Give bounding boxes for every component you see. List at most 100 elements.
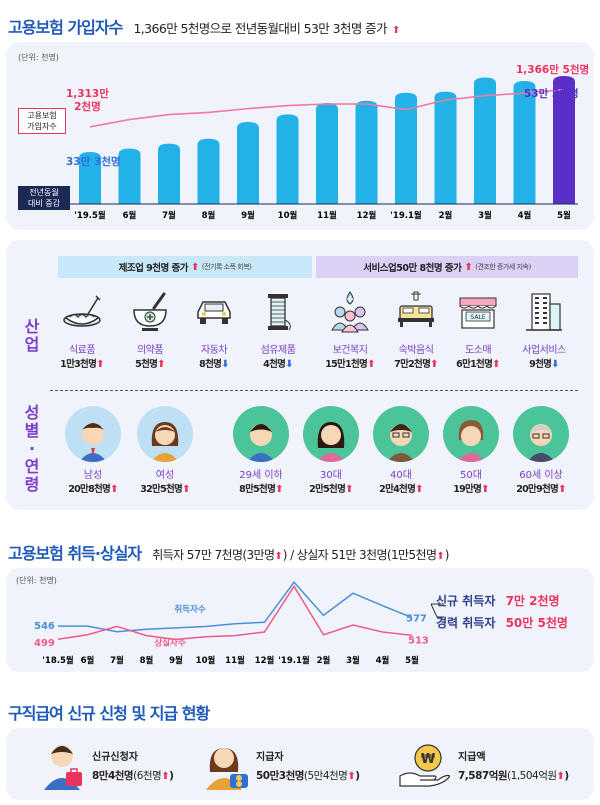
loss-series-label: 상실자수 [154,638,185,649]
demog-value-text: 20만8천명 [68,484,111,495]
amount-value-text: 7,587억원 [458,770,508,782]
sale-sign-text: SALE [470,314,485,321]
industry-value: 5천명⬆ [118,356,182,370]
acq-series-label: 취득자수 [174,604,205,615]
woman-50s-avatar-icon [443,406,499,462]
section2-subtitle-b: ) / 상실자 51만 3천명(1만5천명 [282,548,437,562]
x-tick-label: 2월 [439,210,453,221]
yoy-bar [276,114,299,204]
up-arrow-icon: ⬆ [191,261,199,273]
amount-value: 7,587억원(1,504억원⬆) [458,768,569,783]
industry-name: 식료품 [68,345,96,356]
industry-item-health: 보건복지 15만1천명⬆ [318,290,382,370]
down-arrow-icon: ⬇ [551,359,559,370]
demog-value: 2만5천명⬆ [298,481,364,495]
up-arrow-icon: ⬆ [436,551,445,562]
yoy-bar [395,92,417,204]
last-yoy-label: 53만 3천명 [524,88,579,100]
section1-subtitle: 1,366만 5천명으로 전년동월대비 53만 3천명 증가 [133,21,387,36]
demog-name: 50대 [460,470,482,481]
manufacturing-banner-note: (전기록 소폭 회복) [201,263,252,271]
demog-name: 남성 [83,470,103,481]
yoy-bar [513,80,536,204]
demog-age-50s: 50대 19만명⬆ [438,406,504,495]
industry-name: 섬유제품 [260,345,296,356]
yoy-bar [79,152,101,204]
industry-value-text: 1만3천명 [60,359,97,370]
up-arrow-icon: ⬆ [430,359,438,370]
industry-value-text: 5천명 [135,359,158,370]
close-paren: ) [355,770,360,782]
section3-title: 구직급여 신규 신청 및 지급 현황 [8,704,210,723]
x-tick-label: 8월 [202,210,216,221]
subscribers-chart: '19.5월 6월 7월 8월 9월 10월 11월 12월 '19.1월 2월 3월 4월 5월 [66,76,578,221]
coin-in-hand-icon: ₩ [399,744,451,787]
demog-side-char: 연 [24,457,40,476]
x-tick-label: 5월 [557,210,571,221]
industry-value-text: 15만1천명 [325,359,368,370]
demog-age-30s: 30대 2만5천명⬆ [298,406,364,495]
new-acquirers-value: 7만 2천명 [505,594,560,608]
x-tick-label: 12월 [357,210,377,221]
demog-value-text: 2만4천명 [379,484,416,495]
store-icon: SALE [459,297,497,329]
demog-side-char: 별 [24,421,40,440]
flow-chart: '18.5월 6월 7월 8월 9월 10월 11월 12월 '19.1월 2월 3월 4월 5월 546… [34,580,444,666]
up-arrow-icon: ⬆ [392,25,401,36]
x-tick-label: 6월 [81,655,95,666]
benefit-recipient-icon [206,748,248,790]
industry-item-retail: SALE 도소매 6만1천명⬆ [446,290,510,370]
end-acq-label: 577 [406,614,427,625]
up-arrow-icon: ⬆ [275,484,283,495]
elderly-man-avatar-icon [513,406,569,462]
amount-figure: ₩ [398,742,451,792]
new-applicant-change: (6천명 [133,770,162,782]
new-acquirers-label: 신규 취득자 [436,594,496,608]
yoy-bar [355,100,378,204]
up-arrow-icon: ⬆ [558,484,566,495]
industry-side-char: 산 [24,317,40,336]
experienced-acquirers-value: 50만 5천명 [505,616,568,630]
yoy-bar [197,138,220,204]
new-applicant-label: 신규신청자 [92,752,138,763]
subscribers-line [89,88,565,128]
up-arrow-icon: ⬆ [274,551,283,562]
up-arrow-icon: ⬆ [481,484,489,495]
section2-header: 고용보험 취득·상실자 취득자 57만 7천명(3만명⬆) / 상실자 51만 … [8,540,450,564]
industry-item-pharma: 의약품 5천명⬆ [118,290,182,370]
section1-header: 고용보험 가입자수 1,366만 5천명으로 전년동월대비 53만 3천명 증가… [8,14,400,38]
demog-age-under29: 29세 이하 8만5천명⬆ [228,406,294,495]
x-tick-label: 9월 [169,655,183,666]
section2-title: 고용보험 취득·상실자 [8,544,142,563]
demog-value: 8만5천명⬆ [228,481,294,495]
flow-chart-card: '18.5월 6월 7월 8월 9월 10월 11월 12월 '19.1월 2월 3월 4월 5월 546… [6,568,594,672]
divider [50,390,578,391]
demog-side-label: 성 별 · 연 령 [22,404,42,494]
amount-label: 지급액 [458,752,486,763]
bed-icon [398,291,434,327]
first-total-line1: 1,313만 [66,88,109,100]
won-symbol: ₩ [421,752,436,767]
demog-value-text: 32만5천명 [140,484,183,495]
industry-item-textile: 섬유제품 4천명⬇ [246,290,310,370]
food-bowl-icon [63,295,101,327]
industry-value: 8천명⬇ [182,356,246,370]
new-applicant-info: 신규신청자 8만4천명(6천명⬆) [92,748,174,783]
up-arrow-icon: ⬆ [464,261,473,273]
demog-side-char: 성 [24,403,40,422]
section2-subtitle-c: ) [444,548,450,562]
industry-item-lodging: 숙박음식 7만2천명⬆ [384,290,448,370]
x-tick-label: '19.1월 [390,210,422,221]
industry-item-food: 식료품 1만3천명⬆ [50,290,114,370]
x-tick-label: 12월 [255,655,275,666]
industry-value: 9천명⬇ [512,356,576,370]
first-yoy-label: 33만 3천명 [66,156,121,168]
demog-value: 20만9천명⬆ [508,481,574,495]
legend-yoy-line1: 전년동월 [29,188,59,197]
demog-side-char: 령 [24,475,40,494]
up-arrow-icon: ⬆ [110,484,118,495]
manufacturing-banner: 제조업 9천명 증가 ⬆ (전기록 소폭 회복) [58,256,312,278]
x-tick-label: 9월 [241,210,255,221]
acquisition-line [58,580,413,633]
industry-value: 6만1천명⬆ [446,356,510,370]
